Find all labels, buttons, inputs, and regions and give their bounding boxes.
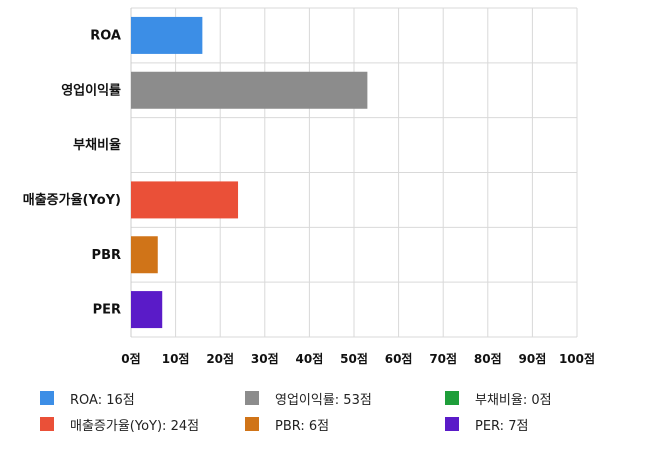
category-label: PBR (92, 248, 121, 263)
grid-lines (130, 7, 578, 338)
legend-label: PER: 7점 (475, 418, 529, 434)
x-tick-label: 0점 (121, 351, 140, 366)
legend-label: ROA: 16점 (70, 392, 135, 408)
x-tick-label: 70점 (429, 351, 457, 366)
category-label: 영업이익률 (61, 82, 121, 98)
bar (131, 181, 239, 219)
legend-item: PER: 7점 (445, 414, 528, 434)
bar (131, 236, 158, 274)
x-tick-label: 30점 (251, 351, 279, 366)
x-tick-label: 100점 (559, 351, 595, 366)
bar (131, 291, 163, 329)
bars (131, 16, 368, 329)
legend-item: ROA: 16점 (40, 388, 135, 408)
legend-item: 영업이익률: 53점 (245, 388, 372, 408)
x-tick-label: 60점 (385, 351, 413, 366)
legend-swatch (245, 391, 259, 405)
x-tick-label: 90점 (519, 351, 547, 366)
legend-swatch (40, 391, 54, 405)
x-tick-label: 10점 (162, 351, 190, 366)
category-label: ROA (90, 28, 121, 43)
legend-swatch (445, 417, 459, 431)
legend-label: 영업이익률: 53점 (275, 392, 372, 408)
legend-item: 부채비율: 0점 (445, 388, 552, 408)
x-tick-label: 50점 (340, 351, 368, 366)
category-label: 매출증가율(YoY) (23, 192, 121, 208)
category-label: 부채비율 (73, 137, 121, 153)
legend-label: 매출증가율(YoY): 24점 (70, 418, 200, 434)
bar (131, 71, 368, 109)
category-label: PER (93, 303, 121, 318)
x-tick-labels: 0점 10점 20점 30점 40점 50점 60점 70점 80점 90점 100점 (121, 351, 595, 366)
x-tick-label: 20점 (206, 351, 234, 366)
legend-swatch (245, 417, 259, 431)
x-tick-label: 80점 (474, 351, 502, 366)
legend-label: PBR: 6점 (275, 418, 330, 434)
legend-item: 매출증가율(YoY): 24점 (40, 414, 199, 434)
legend-swatch (445, 391, 459, 405)
legend-label: 부채비율: 0점 (475, 392, 552, 408)
x-tick-label: 40점 (296, 351, 324, 366)
legend-swatch (40, 417, 54, 431)
legend-item: PBR: 6점 (245, 414, 329, 434)
bar (131, 16, 203, 54)
